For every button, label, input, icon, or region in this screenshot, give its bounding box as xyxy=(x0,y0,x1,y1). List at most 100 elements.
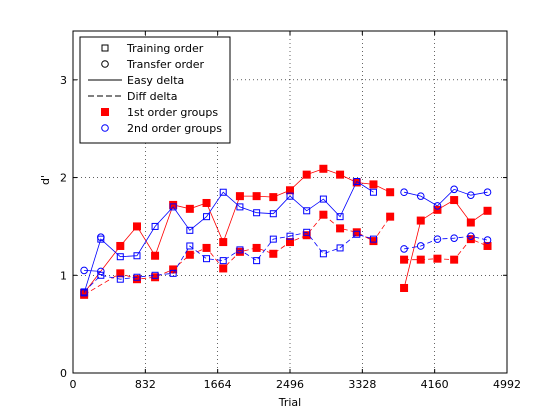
data-point xyxy=(151,222,159,230)
y-axis-label: d' xyxy=(39,175,52,185)
data-point xyxy=(236,246,244,254)
data-point xyxy=(169,265,178,274)
legend-item: Transfer order xyxy=(101,58,205,71)
series-line xyxy=(404,238,488,261)
data-point xyxy=(80,266,88,275)
data-point xyxy=(286,186,294,195)
data-point xyxy=(80,288,88,296)
data-point xyxy=(97,267,105,276)
data-point xyxy=(369,180,378,189)
data-point xyxy=(416,216,425,225)
series xyxy=(80,177,377,297)
data-point xyxy=(235,247,244,256)
data-point xyxy=(467,191,475,199)
data-point xyxy=(369,188,377,196)
data-point xyxy=(202,198,211,207)
legend-label: 2nd order groups xyxy=(127,122,222,135)
data-point xyxy=(252,243,261,252)
data-point xyxy=(336,224,345,233)
series-line xyxy=(404,188,488,207)
data-point xyxy=(185,204,194,213)
x-tick-label: 3328 xyxy=(348,378,376,391)
legend-item: Training order xyxy=(101,42,204,55)
legend-marker-swatch xyxy=(101,108,109,116)
data-point xyxy=(336,244,344,252)
data-point xyxy=(336,213,344,221)
data-point xyxy=(219,188,227,196)
data-point xyxy=(116,241,125,250)
data-point xyxy=(269,210,277,218)
data-point xyxy=(151,251,160,260)
data-point xyxy=(302,170,311,179)
data-point xyxy=(253,257,261,265)
x-tick-label: 1664 xyxy=(204,378,232,391)
data-point xyxy=(186,226,194,234)
data-point xyxy=(416,192,425,200)
data-point xyxy=(319,164,328,173)
axis-ticks: 0 832 1664 2496 3328 4160 4992 0 1 2 3 xyxy=(60,31,521,391)
data-point xyxy=(450,255,459,264)
legend-item: Easy delta xyxy=(88,74,184,87)
y-tick-label: 2 xyxy=(60,172,67,185)
series xyxy=(400,232,492,253)
data-point xyxy=(169,203,177,211)
data-point xyxy=(467,232,475,240)
data-point xyxy=(336,170,345,179)
data-point xyxy=(369,235,377,243)
legend-marker-swatch xyxy=(101,44,109,52)
x-tick-label: 0 xyxy=(70,378,77,391)
data-point xyxy=(269,235,277,243)
x-tick-label: 4992 xyxy=(493,378,521,391)
data-point xyxy=(466,218,475,227)
data-point xyxy=(203,213,211,221)
data-point xyxy=(186,242,194,250)
data-point xyxy=(450,185,458,194)
data-point xyxy=(286,232,294,240)
y-tick-label: 1 xyxy=(60,269,67,282)
data-point xyxy=(483,188,492,197)
data-point xyxy=(400,245,408,253)
data-point xyxy=(133,252,141,260)
series xyxy=(400,196,492,292)
legend-item: 1st order groups xyxy=(101,106,218,119)
data-point xyxy=(269,193,278,202)
data-point xyxy=(169,269,177,277)
data-point xyxy=(400,188,408,197)
legend-label: Transfer order xyxy=(126,58,205,71)
data-point xyxy=(319,210,328,219)
data-point xyxy=(133,273,141,281)
data-point xyxy=(319,195,327,203)
series xyxy=(80,228,377,296)
data-point xyxy=(252,192,261,201)
legend-item: Diff delta xyxy=(88,90,177,103)
data-point xyxy=(416,242,425,250)
data-point xyxy=(269,249,278,258)
data-point xyxy=(483,241,492,250)
data-point xyxy=(132,222,141,231)
data-point xyxy=(219,238,228,247)
series-line xyxy=(404,235,488,250)
legend-label: Training order xyxy=(126,42,204,55)
series xyxy=(400,235,492,264)
data-point xyxy=(219,264,228,273)
y-tick-label: 3 xyxy=(60,74,67,87)
legend-marker-swatch xyxy=(101,124,109,132)
data-point xyxy=(235,192,244,201)
data-point xyxy=(303,228,311,236)
x-tick-label: 2496 xyxy=(276,378,304,391)
data-point xyxy=(97,271,105,279)
legend-marker-swatch xyxy=(101,60,109,68)
data-point xyxy=(132,275,141,284)
data-point xyxy=(450,196,459,205)
data-point xyxy=(433,202,442,210)
legend-label: Easy delta xyxy=(127,74,184,87)
series xyxy=(97,233,105,241)
data-point xyxy=(202,243,211,252)
data-point xyxy=(116,253,124,261)
legend-box xyxy=(79,36,231,144)
data-point xyxy=(433,235,442,243)
x-tick-label: 832 xyxy=(135,378,156,391)
data-point xyxy=(433,254,442,263)
series xyxy=(400,185,492,210)
